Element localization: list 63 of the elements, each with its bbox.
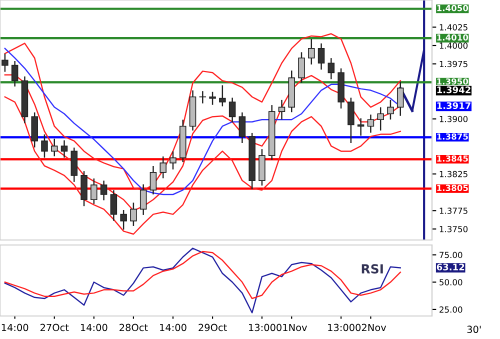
text: 1.3942 [437,86,470,94]
candlestick [120,210,127,230]
candlestick [238,112,246,144]
x-tick-label: 13:00 [328,324,354,332]
candlestick [328,58,335,80]
line-series [4,248,401,314]
candlestick [41,134,48,158]
y-tick-label: 1.3900 [440,116,468,122]
text: 63.12 [436,264,464,270]
ref-line-label: 1.3805 [437,184,468,192]
candlestick [348,98,354,144]
y-tick-label: 1.4000 [440,42,468,49]
y-tick-label: 75.00 [440,252,462,258]
x-tick-label: 01Nov [276,324,308,332]
text: 30' [467,326,481,334]
candlestick [199,91,206,104]
y-tick-label: 1.3750 [440,226,468,232]
x-tick-label: 02Nov [356,324,386,332]
line-series [4,250,401,300]
text: 1.3917 [437,102,470,110]
y-tick-label: 1.4025 [440,24,468,30]
x-tick-label: 14:00 [2,324,28,332]
ref-line-label: 1.3875 [437,133,468,140]
candlestick [2,54,8,72]
candlestick [367,114,374,133]
candlestick [60,140,68,158]
candlestick [140,184,147,215]
candlestick [396,82,404,116]
x-tick-label: 28Oct [120,324,148,332]
y-tick-label: 1.3825 [440,170,468,178]
candlestick [11,61,18,86]
ref-line-label: 1.4010 [437,34,468,41]
ref-line-label: 1.4050 [437,4,468,12]
candlestick [130,202,137,226]
candlestick [318,43,325,70]
candlestick [278,100,286,120]
x-tick-label: 14:00 [160,324,186,332]
x-tick-label: 29Oct [198,324,227,332]
candlestick [308,39,315,64]
y-tick-label: 50.00 [440,279,462,286]
annotation: RSI [362,264,383,274]
y-tick-label: 1.3775 [440,208,468,214]
line-series [4,96,401,235]
ref-line-label: 1.3950 [437,78,468,85]
candlestick [387,100,394,120]
y-tick-label: 1.3975 [440,60,468,68]
candlestick [50,138,58,156]
candlestick [170,151,176,170]
x-tick-label: 13:00 [249,324,276,332]
candlestick [160,156,166,178]
candlestick [209,92,216,105]
candlestick [100,180,108,200]
x-tick-label: 14:00 [80,324,108,332]
candlestick [219,85,226,106]
candlestick [298,52,305,83]
x-tick-label: 27Oct [40,324,69,332]
candlestick [150,166,157,194]
candlestick [110,190,118,221]
y-tick-label: 25.00 [440,306,462,313]
candlestick [377,107,384,131]
ref-line-label: 1.3845 [437,155,468,162]
candlestick [90,178,98,204]
candlestick [228,98,236,122]
